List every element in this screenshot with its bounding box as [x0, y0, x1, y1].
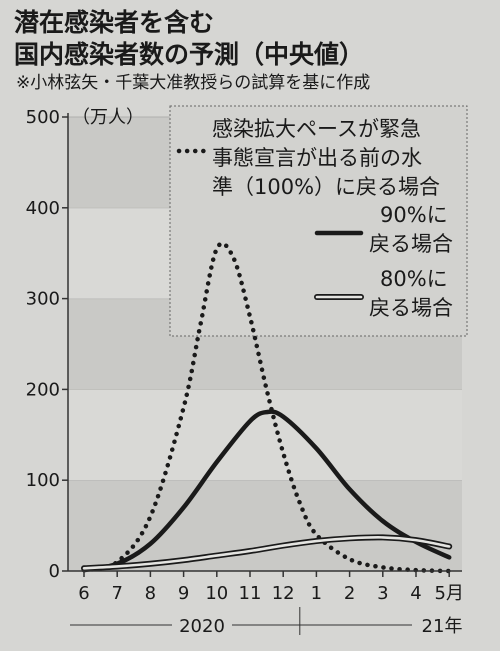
legend-label-1: 感染拡大ペースが緊急	[212, 117, 421, 141]
legend-label-2: 戻る場合	[369, 232, 453, 256]
source-note: ※小林弦矢・千葉大准教授らの試算を基に作成	[16, 73, 371, 93]
y-tick-label: 400	[26, 198, 60, 219]
x-tick-label: 12	[272, 583, 295, 604]
x-tick-label: 10	[205, 583, 228, 604]
x-tick-label: 7	[111, 583, 122, 604]
series-line-3-inner	[82, 536, 451, 570]
x-tick-label: 2	[344, 583, 355, 604]
x-tick-label: 5月	[434, 583, 463, 604]
x-tick-label: 11	[239, 583, 262, 604]
x-tick-label: 9	[178, 583, 189, 604]
y-tick-label: 300	[26, 289, 60, 310]
y-tick-label: 200	[26, 379, 60, 400]
legend-label-3: 80%に	[380, 267, 448, 291]
year-label-21: 21年	[422, 616, 463, 637]
x-tick-label: 6	[78, 583, 89, 604]
legend-label-1: 事態宣言が出る前の水	[212, 146, 422, 170]
y-tick-label: 500	[26, 107, 60, 128]
x-tick-label: 3	[377, 583, 388, 604]
year-label-2020: 2020	[179, 616, 225, 637]
series-line-2	[81, 409, 452, 573]
y-axis-unit: （万人）	[72, 107, 144, 128]
x-tick-label: 8	[145, 583, 156, 604]
chart-title-line2: 国内感染者数の予測（中央値）	[14, 40, 365, 69]
legend-label-3: 戻る場合	[369, 296, 453, 320]
legend-label-1: 準（100%）に戻る場合	[212, 175, 440, 199]
series-line-1	[81, 241, 452, 574]
x-tick-label: 4	[410, 583, 421, 604]
y-tick-label: 100	[26, 470, 60, 491]
y-tick-label: 0	[49, 561, 60, 582]
chart-title-line1: 潜在感染者を含む	[14, 8, 215, 37]
series-layer	[81, 241, 453, 574]
x-tick-label: 1	[311, 583, 322, 604]
legend-label-2: 90%に	[380, 203, 448, 227]
grid-band	[68, 389, 462, 481]
